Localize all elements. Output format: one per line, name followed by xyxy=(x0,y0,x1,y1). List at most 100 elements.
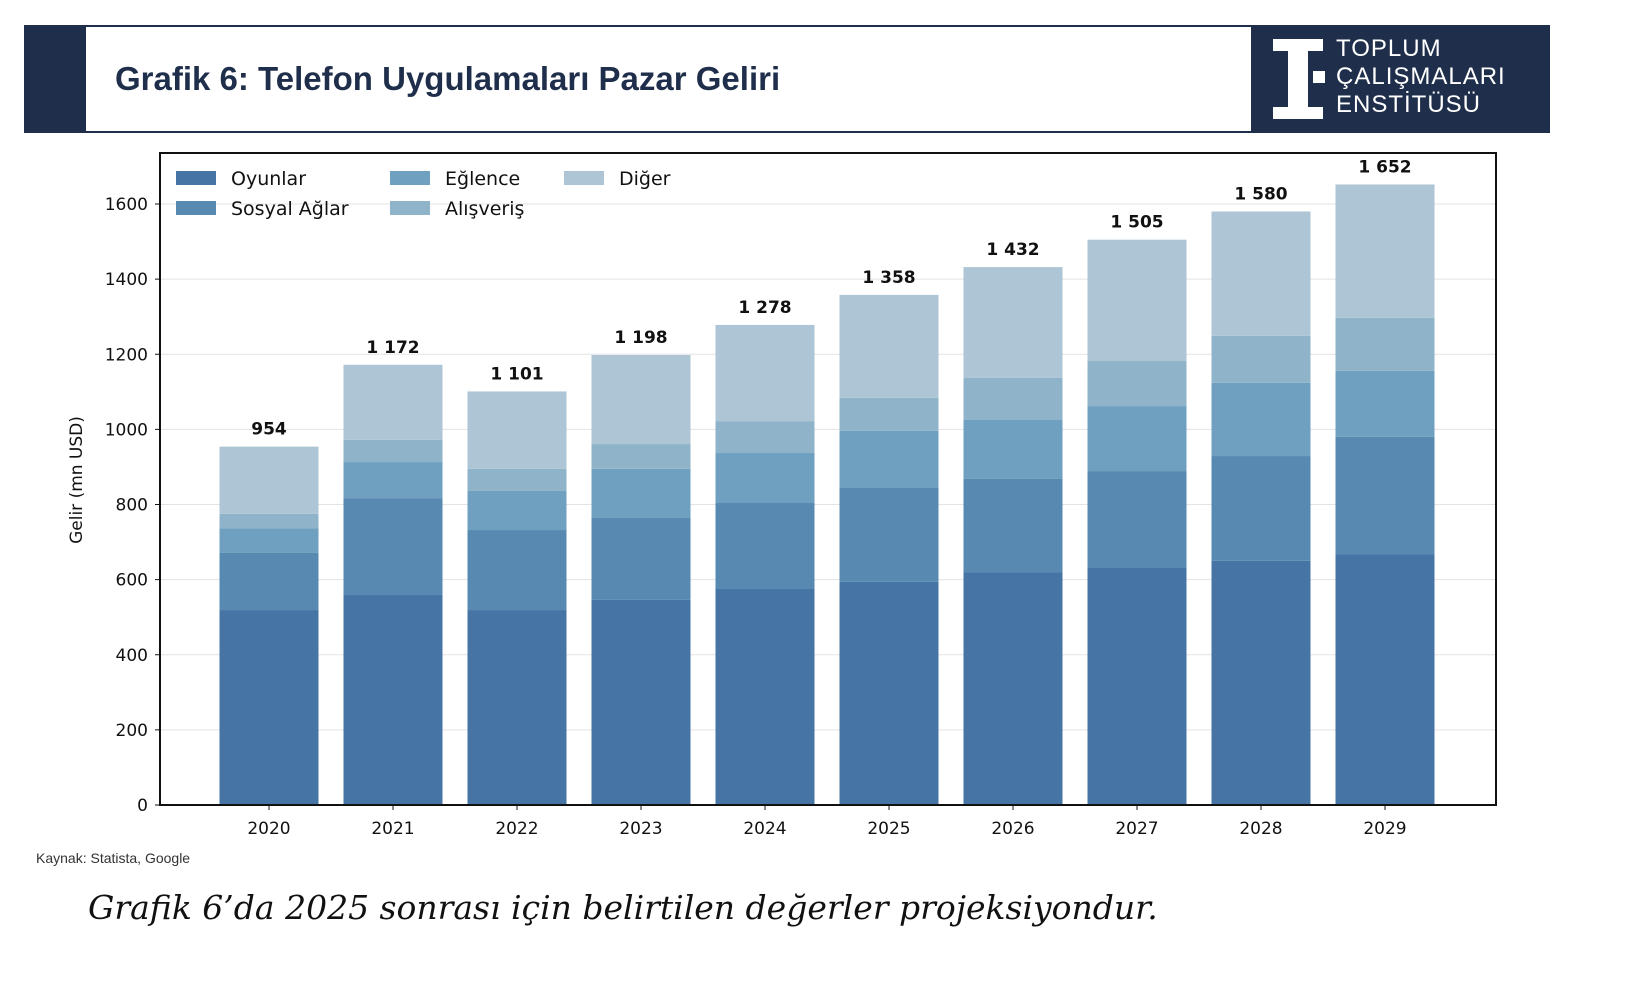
bar-segment xyxy=(467,610,567,805)
total-label: 1 278 xyxy=(738,298,791,318)
bar-segment xyxy=(343,462,443,499)
bar-segment xyxy=(1335,184,1435,318)
page-title: Grafik 6: Telefon Uygulamaları Pazar Gel… xyxy=(115,60,781,97)
bar-segment xyxy=(963,419,1063,479)
bar-segment xyxy=(467,490,567,531)
total-label: 1 172 xyxy=(366,338,419,358)
legend-swatch xyxy=(564,171,604,185)
bar-segment xyxy=(963,377,1063,420)
legend-label: Alışveriş xyxy=(445,198,524,220)
bar-segment xyxy=(1211,560,1311,805)
bar-segment xyxy=(839,430,939,488)
bar-segment xyxy=(343,498,443,596)
legend-label: Sosyal Ağlar xyxy=(231,198,349,220)
x-tick-label: 2023 xyxy=(619,819,662,839)
plot-frame xyxy=(159,152,1497,806)
bar-segment xyxy=(1087,471,1187,568)
bar-segment xyxy=(591,444,691,469)
bar-segment xyxy=(963,478,1063,573)
x-tick-label: 2020 xyxy=(247,819,290,839)
projection-note: Grafik 6’da 2025 sonrası için belirtilen… xyxy=(88,888,1158,927)
bar-segment xyxy=(1211,335,1311,383)
y-tick-label: 600 xyxy=(116,571,148,591)
total-label: 1 505 xyxy=(1110,213,1163,233)
legend-label: Diğer xyxy=(619,168,671,190)
y-tick-label: 0 xyxy=(137,796,148,816)
legend-swatch xyxy=(176,171,216,185)
bar-segment xyxy=(343,595,443,805)
total-label: 1 101 xyxy=(490,364,543,384)
bar-segment xyxy=(591,599,691,805)
bar-segment xyxy=(715,502,815,590)
bar-segment xyxy=(467,468,567,491)
bar-segment xyxy=(1211,211,1311,336)
stacked-bar-chart: 0 200 400 600 800 1000 1200 1400 1600 Gelir (mn U… xyxy=(67,152,1497,839)
bar-segment xyxy=(219,446,319,514)
legend-swatch xyxy=(176,201,216,215)
bar-segment xyxy=(839,487,939,582)
bar-segment xyxy=(219,610,319,805)
bar-segment xyxy=(1087,567,1187,805)
logo: TOPLUM ÇALIŞMALARI ENSTİTÜSÜ xyxy=(1251,25,1550,133)
bar-segment xyxy=(1335,554,1435,805)
bar-segment xyxy=(839,397,939,431)
bar-segment xyxy=(963,572,1063,805)
y-axis-label: Gelir (mn USD) xyxy=(67,416,87,544)
bar-segment xyxy=(963,267,1063,378)
bar-segment xyxy=(1335,436,1435,555)
legend-label: Eğlence xyxy=(445,168,520,190)
logo-text: TOPLUM ÇALIŞMALARI ENSTİTÜSÜ xyxy=(1336,35,1506,119)
x-tick-label: 2024 xyxy=(743,819,786,839)
y-tick-label: 400 xyxy=(116,646,148,666)
source-caption: Kaynak: Statista, Google xyxy=(36,850,191,866)
total-label: 1 358 xyxy=(862,268,915,288)
logo-line: TOPLUM xyxy=(1336,35,1442,62)
total-label: 1 432 xyxy=(986,240,1039,260)
y-tick-label: 800 xyxy=(116,496,148,516)
logo-mark-icon xyxy=(1273,39,1325,119)
bar-segment xyxy=(467,391,567,469)
bar-segment xyxy=(715,453,815,503)
bar-segment xyxy=(839,581,939,805)
bar-segment xyxy=(591,355,691,445)
total-label: 1 580 xyxy=(1234,185,1287,205)
legend-swatch xyxy=(390,201,430,215)
total-label: 1 198 xyxy=(614,328,667,348)
legend-swatch xyxy=(390,171,430,185)
bar-segment xyxy=(839,294,939,398)
logo-line: ENSTİTÜSÜ xyxy=(1336,91,1482,118)
bar-segment xyxy=(343,364,443,440)
header-bottom-rule xyxy=(86,131,1252,133)
x-tick-label: 2022 xyxy=(495,819,538,839)
x-tick-label: 2025 xyxy=(867,819,910,839)
y-tick-label: 1400 xyxy=(105,270,148,290)
bar-segment xyxy=(1087,239,1187,362)
bar-segment xyxy=(591,518,691,600)
bar-segment xyxy=(219,513,319,529)
header-top-rule xyxy=(86,25,1252,27)
legend-label: Oyunlar xyxy=(231,168,306,190)
bar-segment xyxy=(1087,406,1187,472)
bar-segment xyxy=(591,468,691,519)
bar-segment xyxy=(1335,317,1435,371)
y-tick-label: 200 xyxy=(116,721,148,741)
bar-segment xyxy=(1087,361,1187,407)
bar-segment xyxy=(715,421,815,454)
x-tick-label: 2027 xyxy=(1115,819,1158,839)
y-tick-label: 1600 xyxy=(105,195,148,215)
bar-segment xyxy=(219,552,319,611)
bar-segment xyxy=(715,324,815,422)
logo-line: ÇALIŞMALARI xyxy=(1336,63,1506,90)
bar-segment xyxy=(715,589,815,805)
bar-segment xyxy=(1335,370,1435,437)
bar-segment xyxy=(467,530,567,611)
x-tick-label: 2021 xyxy=(371,819,414,839)
bar-segment xyxy=(1211,382,1311,457)
y-tick-label: 1200 xyxy=(105,345,148,365)
bar-segment xyxy=(1211,456,1311,561)
bar-segment xyxy=(343,439,443,463)
y-tick-label: 1000 xyxy=(105,420,148,440)
total-label: 954 xyxy=(251,420,287,440)
x-tick-label: 2029 xyxy=(1363,819,1406,839)
x-tick-label: 2028 xyxy=(1239,819,1282,839)
